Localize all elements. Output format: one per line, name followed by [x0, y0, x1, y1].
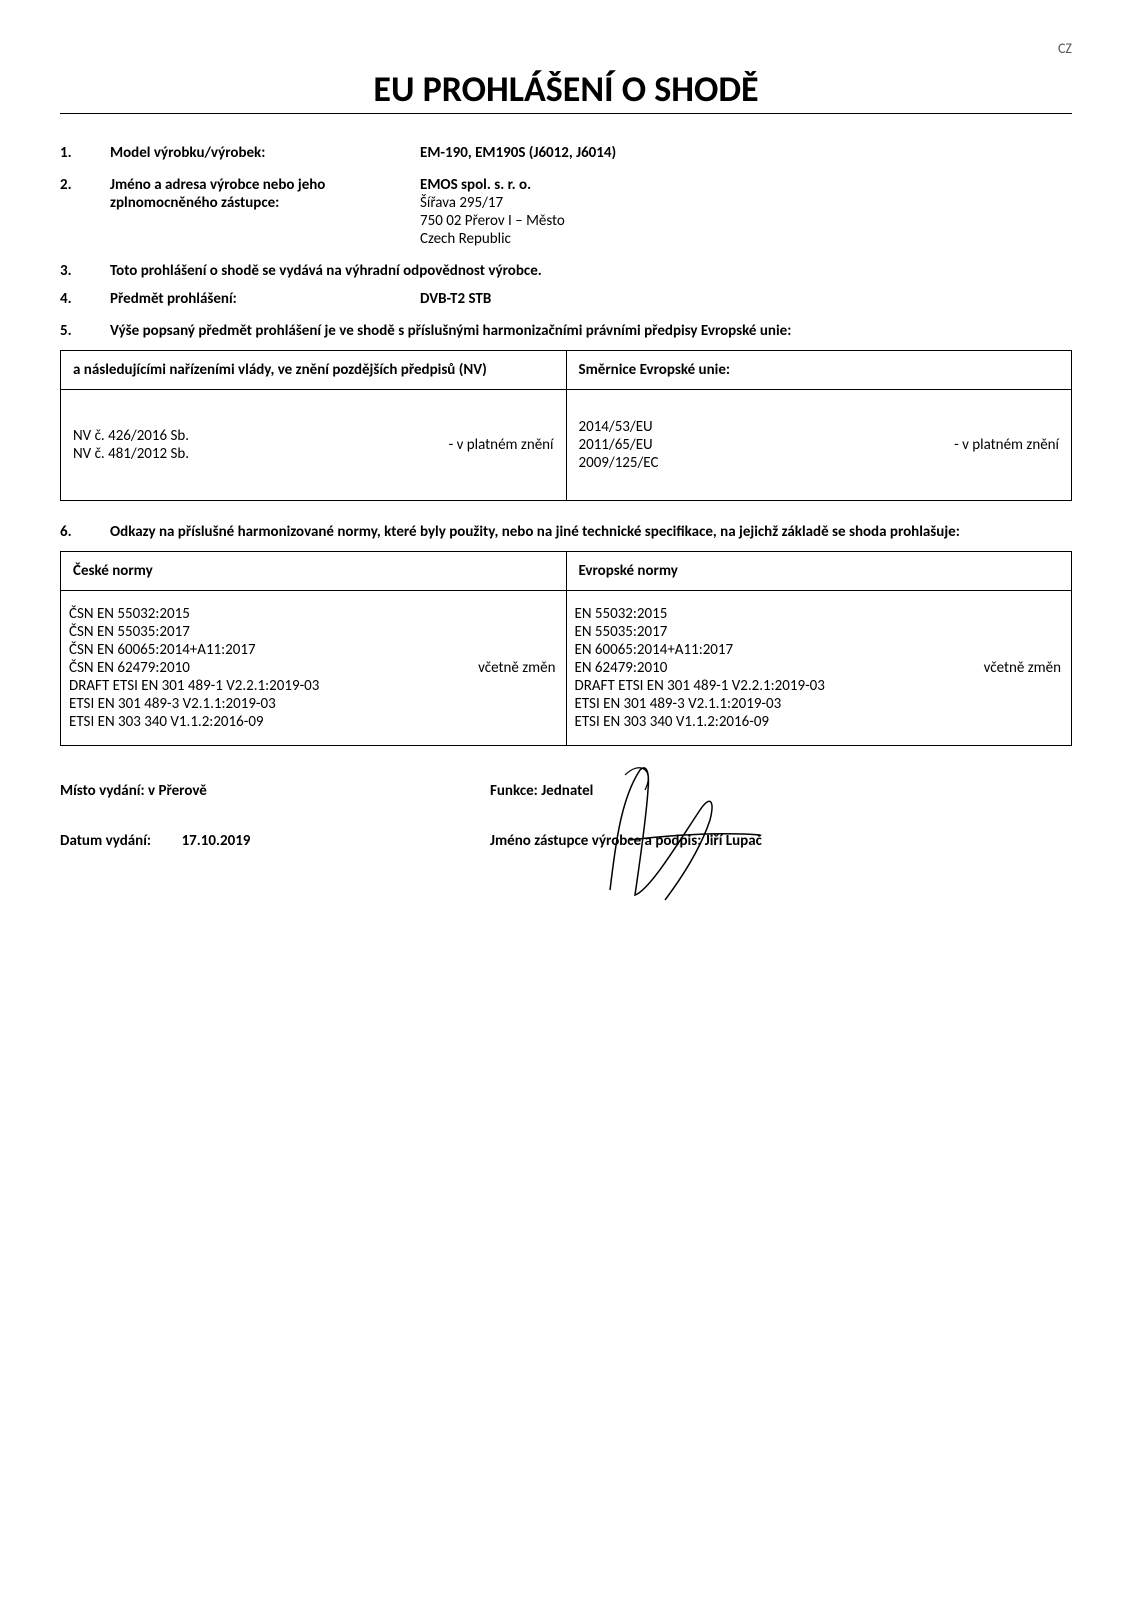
item-3: 3. Toto prohlášení o shodě se vydává na …: [60, 262, 1072, 280]
item-2-label-line2: zplnomocněného zástupce:: [110, 194, 279, 212]
item-3-text: Toto prohlášení o shodě se vydává na výh…: [110, 262, 1072, 280]
directives-table-head-right: Směrnice Evropské unie:: [566, 351, 1072, 390]
manufacturer-country: Czech Republic: [420, 230, 565, 248]
item-number: 4.: [60, 290, 110, 308]
czech-standard: ČSN EN 55032:2015: [69, 605, 478, 623]
czech-standard: DRAFT ETSI EN 301 489-1 V2.2.1:2019-03: [69, 677, 478, 695]
title-divider: [60, 113, 1072, 114]
directives-table-head-left: a následujícími nařízeními vlády, ve zně…: [61, 351, 567, 390]
standards-table-cell-right: EN 55032:2015 EN 55035:2017 EN 60065:201…: [566, 591, 1072, 746]
signatory-function: Funkce: Jednatel: [490, 782, 593, 800]
european-standard: ETSI EN 303 340 V1.1.2:2016-09: [575, 713, 984, 731]
european-standard: EN 55032:2015: [575, 605, 984, 623]
directives-table: a následujícími nařízeními vlády, ve zně…: [60, 350, 1072, 501]
european-standard: DRAFT ETSI EN 301 489-1 V2.2.1:2019-03: [575, 677, 984, 695]
item-5-text: Výše popsaný předmět prohlášení je ve sh…: [110, 322, 1072, 340]
czech-standard: ETSI EN 303 340 V1.1.2:2016-09: [69, 713, 478, 731]
directives-table-cell-right: 2014/53/EU 2011/65/EU 2009/125/EC - v pl…: [566, 390, 1072, 501]
european-standard: EN 55035:2017: [575, 623, 984, 641]
standards-table: České normy Evropské normy ČSN EN 55032:…: [60, 551, 1072, 746]
item-6: 6. Odkazy na příslušné harmonizované nor…: [60, 523, 1072, 541]
standards-table-cell-left: ČSN EN 55032:2015 ČSN EN 55035:2017 ČSN …: [61, 591, 567, 746]
european-standard: EN 62479:2010: [575, 659, 984, 677]
nv-regulation: NV č. 481/2012 Sb.: [73, 445, 449, 463]
nv-regulation: NV č. 426/2016 Sb.: [73, 427, 449, 445]
manufacturer-city: 750 02 Přerov I – Město: [420, 212, 565, 230]
signature-block: Místo vydání: v Přerově Funkce: Jednatel…: [60, 782, 1072, 850]
czech-standard: ČSN EN 55035:2017: [69, 623, 478, 641]
language-code: CZ: [60, 40, 1072, 57]
directives-table-cell-left: NV č. 426/2016 Sb. NV č. 481/2012 Sb. - …: [61, 390, 567, 501]
eu-directive: 2014/53/EU: [579, 418, 955, 436]
manufacturer-name: EMOS spol. s. r. o.: [420, 176, 565, 194]
document-title: EU PROHLÁŠENÍ O SHODĚ: [60, 67, 1072, 111]
item-1-value: EM-190, EM190S (J6012, J6014): [420, 144, 616, 162]
european-standard: EN 60065:2014+A11:2017: [575, 641, 984, 659]
item-4-value: DVB-T2 STB: [420, 290, 491, 308]
place-of-issue: Místo vydání: v Přerově: [60, 782, 490, 800]
nv-note: - v platném znění: [449, 436, 554, 454]
item-number: 2.: [60, 176, 110, 248]
item-1-label: Model výrobku/výrobek:: [110, 144, 420, 162]
european-standard: ETSI EN 301 489-3 V2.1.1:2019-03: [575, 695, 984, 713]
standards-table-head-right: Evropské normy: [566, 552, 1072, 591]
standards-table-head-left: České normy: [61, 552, 567, 591]
european-standards-note: včetně změn: [984, 659, 1071, 677]
manufacturer-street: Šířava 295/17: [420, 194, 565, 212]
czech-standard: ČSN EN 60065:2014+A11:2017: [69, 641, 478, 659]
eu-directive: 2011/65/EU: [579, 436, 955, 454]
item-number: 5.: [60, 322, 110, 340]
item-2-label-line1: Jméno a adresa výrobce nebo jeho: [110, 176, 325, 194]
item-number: 3.: [60, 262, 110, 280]
item-1: 1. Model výrobku/výrobek: EM-190, EM190S…: [60, 144, 1072, 162]
item-6-text: Odkazy na příslušné harmonizované normy,…: [110, 523, 1072, 541]
czech-standard: ETSI EN 301 489-3 V2.1.1:2019-03: [69, 695, 478, 713]
czech-standard: ČSN EN 62479:2010: [69, 659, 478, 677]
item-2-value: EMOS spol. s. r. o. Šířava 295/17 750 02…: [420, 176, 565, 248]
eu-directive: 2009/125/EC: [579, 454, 955, 472]
item-4-label: Předmět prohlášení:: [110, 290, 420, 308]
item-number: 1.: [60, 144, 110, 162]
item-number: 6.: [60, 523, 110, 541]
eu-note: - v platném znění: [954, 436, 1059, 454]
signature-icon: [570, 740, 790, 920]
date-of-issue: Datum vydání: 17.10.2019: [60, 832, 490, 850]
item-5: 5. Výše popsaný předmět prohlášení je ve…: [60, 322, 1072, 340]
signatory-name: Jméno zástupce výrobce a podpis: Jiří Lu…: [490, 832, 762, 850]
czech-standards-note: včetně změn: [478, 659, 565, 677]
item-4: 4. Předmět prohlášení: DVB-T2 STB: [60, 290, 1072, 308]
item-2-label: Jméno a adresa výrobce nebo jeho zplnomo…: [110, 176, 420, 248]
item-2: 2. Jméno a adresa výrobce nebo jeho zpln…: [60, 176, 1072, 248]
